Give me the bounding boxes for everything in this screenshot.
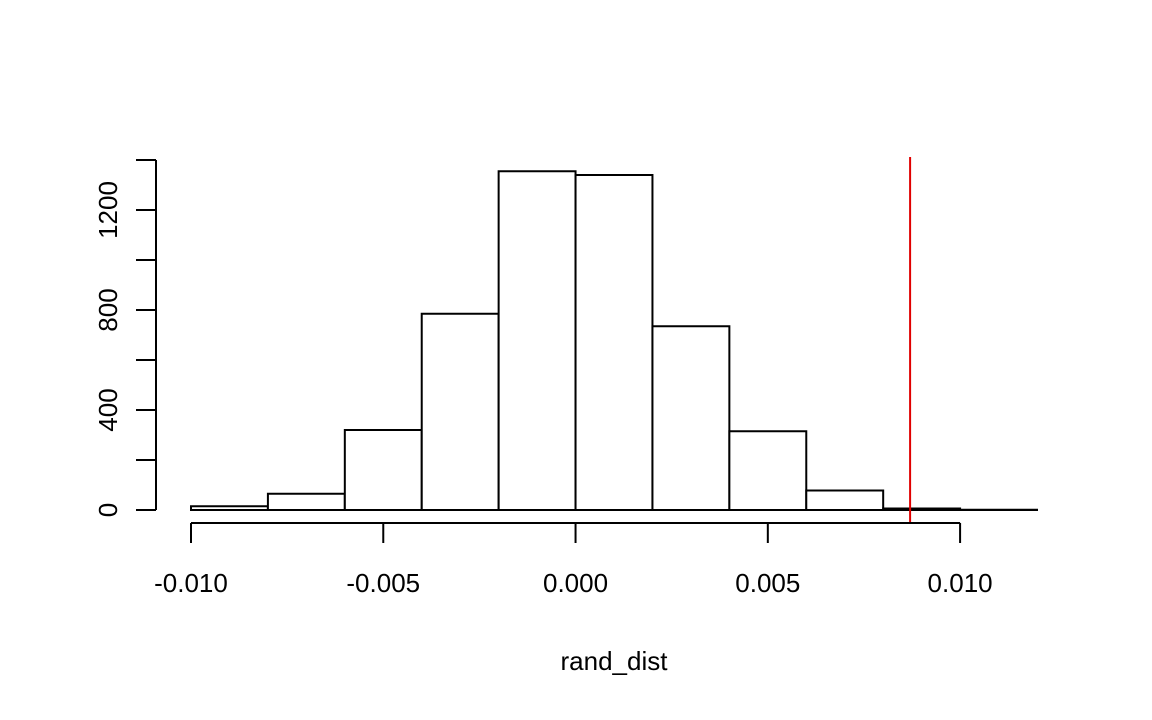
histogram-bar-1	[190, 505, 269, 511]
x-axis: -0.010 -0.005 0.000 0.005 0.010	[154, 522, 993, 598]
y-tick-label-3: 800	[93, 288, 123, 331]
histogram-bar-8	[728, 430, 808, 511]
x-axis-title: rand_dist	[561, 646, 669, 676]
histogram-bar-7	[651, 325, 731, 511]
y-axis: 0 400 800 1200	[93, 159, 157, 517]
x-tick-label-2: -0.005	[346, 568, 420, 598]
histogram-bar-5	[497, 170, 577, 511]
y-tick-label-1: 0	[93, 503, 123, 517]
histogram-bar-3	[343, 429, 423, 511]
histogram-bar-6	[574, 174, 654, 511]
x-tick-label-1: -0.010	[154, 568, 228, 598]
y-tick-label-2: 400	[93, 388, 123, 431]
y-tick-label-4: 1200	[93, 181, 123, 239]
histogram-bar-4	[420, 312, 500, 511]
x-tick-label-5: 0.010	[928, 568, 993, 598]
histogram-bar-2	[266, 492, 346, 511]
histogram-bar-10	[882, 507, 962, 511]
bars-layer	[190, 170, 1038, 511]
x-tick-label-4: 0.005	[735, 568, 800, 598]
x-tick-label-3: 0.000	[543, 568, 608, 598]
histogram-bar-9	[805, 489, 885, 511]
